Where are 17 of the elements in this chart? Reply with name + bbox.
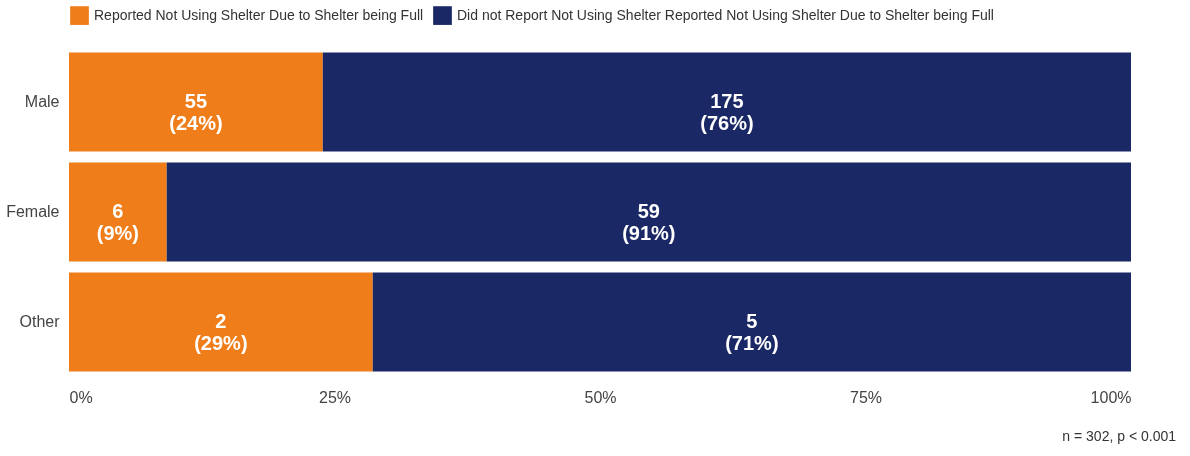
legend-label: Reported Not Using Shelter Due to Shelter being Full [94, 6, 424, 23]
data-label: 175 (76%) [700, 90, 754, 134]
x-tick-label: 0% [69, 388, 93, 406]
x-tick-label: 25% [318, 388, 352, 406]
legend-label: Did not Report Not Using Shelter Reported Not Using Shelter Due to Shelter being Full [457, 6, 994, 23]
y-tick-label: Male [24, 93, 60, 110]
data-label: 6 (9%) [96, 200, 139, 244]
y-tick-label: Other [19, 313, 61, 330]
y-tick-label: Female [6, 203, 60, 220]
data-label: 55 (24%) [169, 90, 223, 134]
data-label: 5 (71%) [725, 310, 779, 354]
data-label: 59 (91%) [622, 200, 676, 244]
data-label: 2 (29%) [194, 310, 248, 354]
x-tick-label: 100% [1090, 388, 1132, 406]
x-tick-label: 75% [849, 388, 883, 406]
text: n = 302, p < 0.001 [1062, 428, 1176, 444]
x-tick-label: 50% [584, 388, 617, 406]
